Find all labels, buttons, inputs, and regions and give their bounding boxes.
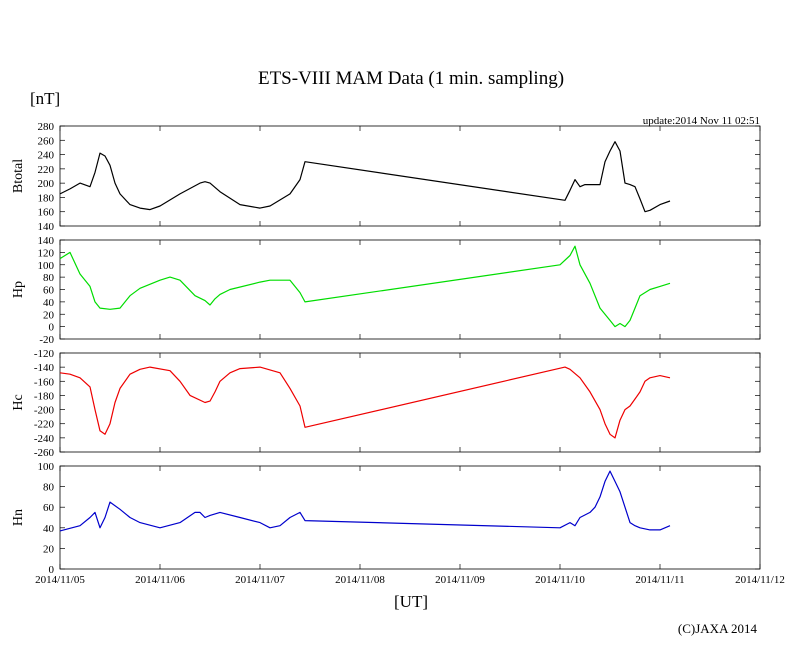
hc-ytick-label: -260 xyxy=(34,447,55,459)
hn-ytick-label: 0 xyxy=(49,564,55,576)
btotal-ytick-label: 260 xyxy=(38,135,55,147)
btotal-ytick-label: 240 xyxy=(38,150,55,162)
x-tick-label: 2014/11/05 xyxy=(35,574,85,586)
x-tick-label: 2014/11/09 xyxy=(435,574,485,586)
y-unit-label: [nT] xyxy=(30,89,60,108)
hn-frame xyxy=(59,465,761,570)
chart-title: ETS-VIII MAM Data (1 min. sampling) xyxy=(258,68,564,89)
hp-ytick-label: 120 xyxy=(38,247,55,259)
btotal-ytick-label: 200 xyxy=(38,178,55,190)
hn-ytick-label: 80 xyxy=(43,482,55,494)
hc-axis-label: Hc xyxy=(11,394,26,410)
panels: 140160180200220240260280Btotal-200204060… xyxy=(11,121,785,586)
hc-ytick-label: -240 xyxy=(34,433,55,445)
hp-ytick-label: 20 xyxy=(43,309,55,321)
hp-frame xyxy=(59,239,761,340)
hn-ytick-label: 40 xyxy=(43,523,55,535)
hp-axis-label: Hp xyxy=(11,281,26,298)
x-tick-label: 2014/11/10 xyxy=(535,574,585,586)
x-tick-label: 2014/11/06 xyxy=(135,574,185,586)
hp-ytick-label: 80 xyxy=(43,272,55,284)
hn-axis-label: Hn xyxy=(11,509,26,526)
hc-ytick-label: -120 xyxy=(34,348,55,360)
btotal-axis-label: Btotal xyxy=(11,159,26,193)
hp-ytick-label: 60 xyxy=(43,285,55,297)
btotal-series-line xyxy=(59,141,671,213)
btotal-ytick-label: 220 xyxy=(38,164,55,176)
btotal-ytick-label: 180 xyxy=(38,192,55,204)
hc-frame xyxy=(59,352,761,453)
hn-ytick-label: 20 xyxy=(43,543,55,555)
hp-series-line xyxy=(59,245,671,328)
x-tick-label: 2014/11/12 xyxy=(735,574,785,586)
hp-ytick-label: 0 xyxy=(49,322,55,334)
hp-ytick-label: 140 xyxy=(38,235,55,247)
x-axis-label: [UT] xyxy=(394,592,428,611)
hp-ytick-label: 40 xyxy=(43,297,55,309)
copyright: (C)JAXA 2014 xyxy=(678,621,758,636)
hp-ytick-label: 100 xyxy=(38,260,55,272)
btotal-frame xyxy=(59,125,761,227)
hn-ytick-label: 60 xyxy=(43,502,55,514)
btotal-ytick-label: 280 xyxy=(38,121,55,133)
x-tick-label: 2014/11/11 xyxy=(635,574,684,586)
x-tick-label: 2014/11/07 xyxy=(235,574,285,586)
hn-series-line xyxy=(59,470,671,532)
update-timestamp: update:2014 Nov 11 02:51 xyxy=(643,115,760,127)
hc-ytick-label: -140 xyxy=(34,362,55,374)
btotal-ytick-label: 160 xyxy=(38,207,55,219)
hc-ytick-label: -180 xyxy=(34,390,55,402)
hc-series-line xyxy=(59,366,671,439)
hc-ytick-label: -160 xyxy=(34,376,55,388)
hp-ytick-label: -20 xyxy=(39,334,54,346)
hc-ytick-label: -220 xyxy=(34,419,55,431)
hn-ytick-label: 100 xyxy=(38,461,55,473)
x-tick-label: 2014/11/08 xyxy=(335,574,385,586)
btotal-ytick-label: 140 xyxy=(38,221,55,233)
hc-ytick-label: -200 xyxy=(34,405,55,417)
